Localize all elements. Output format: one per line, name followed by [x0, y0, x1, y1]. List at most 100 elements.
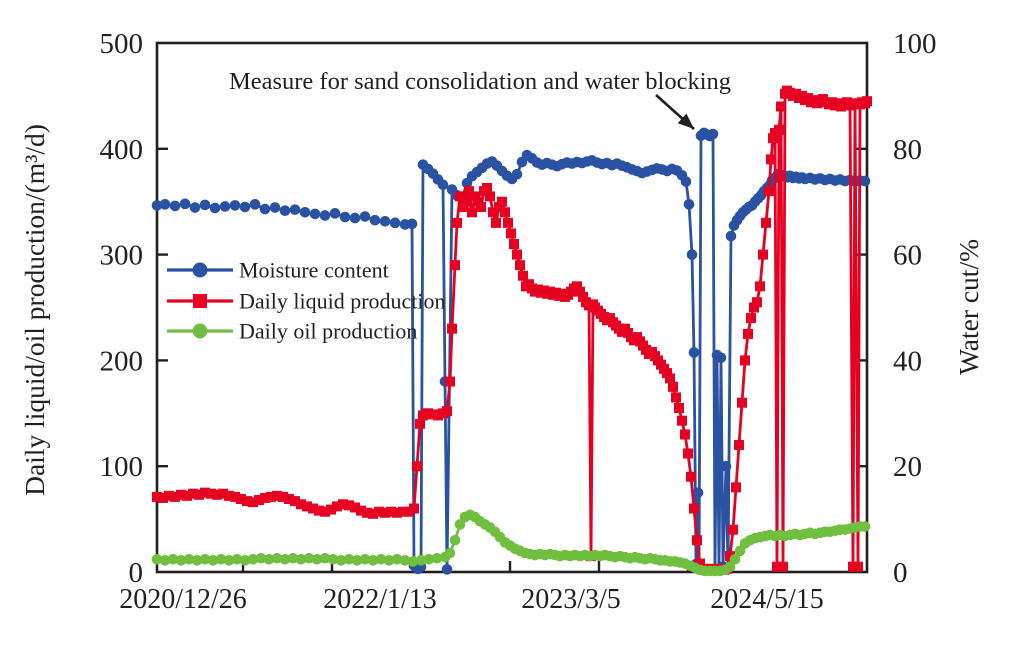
data-point	[497, 196, 507, 207]
data-point	[247, 554, 259, 565]
data-point	[662, 368, 672, 379]
data-point	[152, 491, 162, 502]
data-point	[450, 260, 460, 271]
data-point	[183, 554, 195, 565]
data-point	[506, 228, 516, 239]
annotation-arrowhead	[677, 113, 694, 129]
data-point	[720, 460, 732, 472]
data-point	[239, 201, 251, 213]
data-point	[575, 286, 585, 297]
data-point	[356, 505, 366, 516]
data-point	[329, 208, 341, 219]
data-point	[442, 406, 452, 417]
y-right-tick-label: 0	[893, 557, 908, 589]
data-point	[359, 211, 371, 222]
data-point	[512, 249, 522, 260]
data-point	[311, 554, 323, 565]
data-point	[503, 217, 513, 228]
data-point	[219, 201, 231, 212]
data-point	[279, 205, 291, 216]
data-point	[431, 552, 443, 564]
data-point	[386, 506, 396, 517]
data-point	[188, 488, 198, 499]
legend-marker	[192, 323, 208, 339]
data-point	[287, 552, 299, 564]
series-moisture-content	[151, 127, 871, 575]
data-point	[374, 506, 384, 517]
data-point	[412, 461, 422, 472]
data-point	[290, 496, 300, 507]
data-point	[224, 490, 234, 501]
data-point	[680, 176, 692, 187]
data-point	[455, 191, 465, 202]
data-point	[339, 211, 351, 223]
legend-item-daily-liquid-production: Daily liquid production	[167, 289, 446, 314]
data-point	[728, 524, 738, 535]
y-right-tick-label: 80	[893, 134, 922, 166]
data-point	[774, 124, 784, 135]
data-point	[194, 489, 204, 500]
data-point	[350, 502, 360, 513]
y-left-tick-label: 0	[129, 557, 144, 589]
data-point	[248, 497, 258, 508]
data-point	[764, 186, 774, 197]
data-point	[215, 554, 227, 565]
data-point	[398, 506, 408, 517]
data-point	[383, 555, 395, 566]
series-daily-liquid-production	[152, 85, 872, 575]
data-point	[464, 186, 474, 197]
data-point	[231, 554, 243, 565]
data-point	[491, 217, 501, 228]
legend-marker	[192, 262, 208, 278]
data-point	[209, 202, 221, 214]
data-point	[445, 376, 455, 387]
data-point	[729, 554, 741, 565]
data-point	[229, 200, 241, 211]
data-point	[715, 352, 727, 364]
data-point	[254, 495, 264, 506]
data-point	[689, 503, 699, 514]
data-point	[260, 492, 270, 503]
legend-item-daily-oil-production: Daily oil production	[167, 319, 417, 344]
data-point	[725, 230, 737, 242]
data-point	[749, 302, 759, 313]
data-point	[320, 506, 330, 517]
data-point	[458, 201, 468, 212]
data-point	[191, 555, 203, 566]
data-point	[734, 440, 744, 451]
data-point	[369, 214, 381, 226]
data-point	[454, 519, 466, 530]
data-point	[199, 199, 211, 211]
data-point	[279, 554, 291, 565]
data-point	[776, 101, 786, 112]
data-point	[437, 179, 449, 191]
data-point	[326, 504, 336, 515]
data-point	[485, 191, 495, 202]
data-point	[674, 403, 684, 414]
data-point	[344, 500, 354, 511]
data-point	[399, 555, 411, 566]
data-point	[230, 491, 240, 502]
data-point	[518, 270, 528, 281]
data-point	[665, 373, 675, 384]
data-point	[488, 207, 498, 218]
data-point	[482, 182, 492, 193]
data-point	[406, 218, 418, 230]
data-point	[199, 554, 211, 565]
data-point	[271, 552, 283, 564]
data-point	[768, 133, 778, 144]
data-point	[272, 490, 282, 501]
data-point	[351, 555, 363, 566]
data-point	[444, 547, 456, 559]
data-point	[303, 552, 315, 564]
data-point	[249, 199, 261, 210]
data-point	[389, 217, 401, 229]
y-left-tick-label: 500	[100, 28, 144, 60]
annotation-text: Measure for sand consolidation and water…	[229, 68, 731, 95]
data-point	[359, 554, 371, 565]
legend-label: Daily liquid production	[239, 289, 446, 314]
data-point	[415, 418, 425, 429]
data-point	[375, 554, 387, 565]
data-point	[695, 558, 705, 569]
